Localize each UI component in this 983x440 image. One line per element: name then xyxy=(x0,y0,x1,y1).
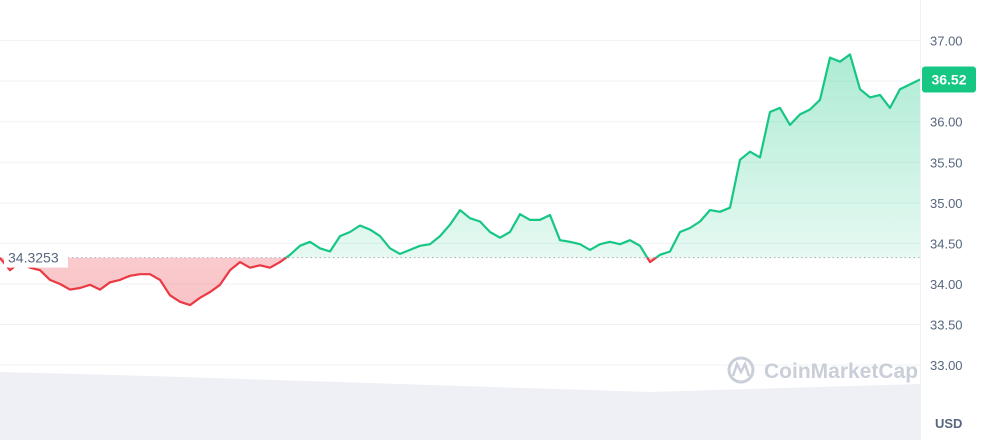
current-price-value: 36.52 xyxy=(931,72,966,88)
y-tick-label: 33.00 xyxy=(930,358,963,373)
area-above-baseline xyxy=(0,54,920,258)
price-line-up xyxy=(0,53,920,258)
y-tick-label: 37.00 xyxy=(930,34,963,49)
volume-area xyxy=(0,372,920,440)
area-below-baseline xyxy=(0,257,657,306)
currency-unit: USD xyxy=(935,416,962,431)
y-tick-label: 34.50 xyxy=(930,236,963,251)
y-tick-label: 36.00 xyxy=(930,115,963,130)
y-tick-label: 35.00 xyxy=(930,196,963,211)
y-tick-label: 34.00 xyxy=(930,277,963,292)
y-tick-label: 35.50 xyxy=(930,155,963,170)
price-line-down xyxy=(0,257,659,307)
baseline-label: 34.3253 xyxy=(4,247,68,268)
baseline-value: 34.3253 xyxy=(8,250,59,266)
watermark: CoinMarketCap xyxy=(727,356,918,384)
watermark-text: CoinMarketCap xyxy=(764,360,918,383)
y-tick-label: 33.50 xyxy=(930,318,963,333)
current-price-badge: 36.52 xyxy=(922,66,976,93)
